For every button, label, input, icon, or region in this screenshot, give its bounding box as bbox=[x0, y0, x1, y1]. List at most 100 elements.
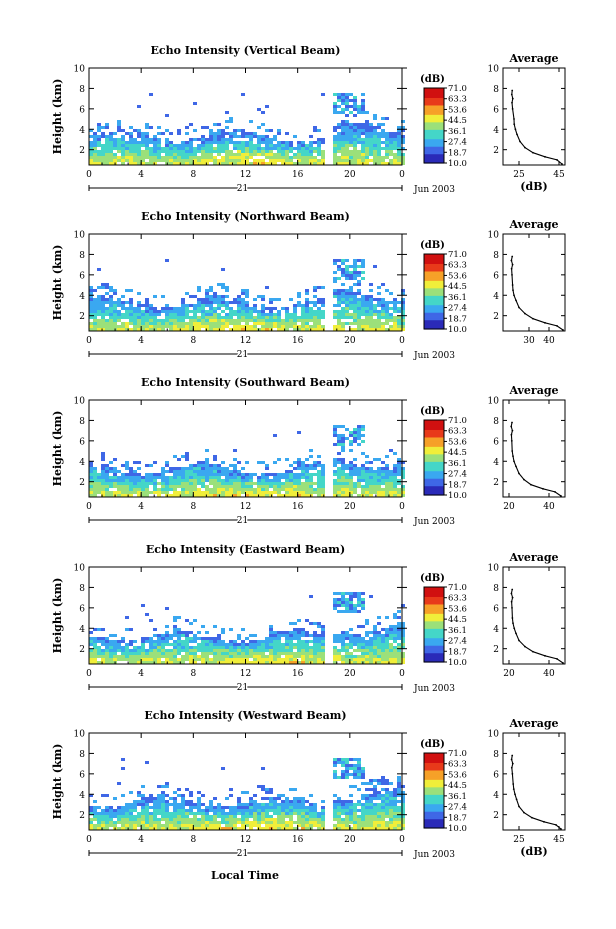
profile-y-tick-label: 2 bbox=[493, 312, 499, 322]
profile-y-tick-label: 8 bbox=[493, 85, 499, 95]
x-tick-label: 12 bbox=[240, 835, 251, 845]
profile-point bbox=[511, 754, 514, 757]
profile-frame bbox=[502, 399, 566, 498]
x-tick-label: 0 bbox=[86, 170, 92, 180]
profile-point bbox=[556, 158, 558, 161]
profile-point bbox=[515, 632, 517, 635]
profile-point bbox=[510, 758, 513, 761]
profile-y-tick-label: 2 bbox=[493, 478, 499, 488]
y-tick-label: 4 bbox=[79, 458, 85, 468]
y-tick-label: 10 bbox=[74, 231, 86, 241]
profile-line bbox=[510, 589, 564, 664]
date-label: Jun 2003 bbox=[413, 351, 455, 361]
profile-y-tick-label: 8 bbox=[493, 750, 499, 760]
x-tick-label: 0 bbox=[86, 336, 92, 346]
heatmap-cells bbox=[89, 425, 405, 497]
colorbar bbox=[424, 587, 444, 663]
profile-point bbox=[515, 798, 518, 801]
colorbar bbox=[424, 753, 444, 829]
profile-x-tick-label: 30 bbox=[523, 336, 535, 346]
y-tick-label: 2 bbox=[79, 146, 85, 156]
day-label: 21 bbox=[237, 683, 248, 693]
heatmap-cells bbox=[89, 758, 405, 830]
colorbar bbox=[424, 254, 444, 330]
profile-point bbox=[532, 317, 534, 320]
profile-point bbox=[512, 455, 514, 458]
chart-title: Echo Intensity (Northward Beam) bbox=[141, 210, 350, 223]
profile-y-tick-label: 2 bbox=[493, 645, 499, 655]
profile-point bbox=[544, 155, 546, 158]
profile-x-tick-label: 40 bbox=[543, 669, 555, 679]
y-axis-label: Height (km) bbox=[51, 744, 64, 820]
colorbar bbox=[424, 88, 444, 164]
date-label: Jun 2003 bbox=[413, 517, 455, 527]
colorbar-frame bbox=[423, 586, 445, 663]
colorbar-tick-label: 18.7 bbox=[448, 813, 467, 823]
profile-x-tick-label: 40 bbox=[543, 502, 555, 512]
profile-point bbox=[560, 495, 562, 497]
x-tick-label: 8 bbox=[190, 835, 196, 845]
x-tick-label: 0 bbox=[399, 669, 405, 679]
colorbar-tick-label: 71.0 bbox=[448, 583, 467, 593]
profile-y-tick-label: 6 bbox=[493, 271, 499, 281]
profile-frame bbox=[502, 732, 566, 831]
profile-point bbox=[510, 766, 513, 769]
heatmap-cells bbox=[89, 592, 405, 664]
colorbar-tick-label: 18.7 bbox=[448, 480, 467, 490]
colorbar-tick-label: 44.5 bbox=[448, 282, 467, 292]
colorbar-unit: (dB) bbox=[420, 406, 445, 417]
profile-y-tick-label: 4 bbox=[493, 791, 499, 801]
profile-y-tick-label: 6 bbox=[493, 604, 499, 614]
profile-frame bbox=[502, 67, 566, 166]
x-tick-label: 0 bbox=[86, 835, 92, 845]
x-tick-label: 20 bbox=[344, 835, 356, 845]
x-tick-label: 4 bbox=[138, 502, 144, 512]
day-label: 21 bbox=[237, 184, 248, 194]
colorbar-tick-label: 36.1 bbox=[448, 127, 467, 137]
profile-title: Average bbox=[508, 384, 558, 397]
colorbar-tick-label: 27.4 bbox=[448, 470, 467, 480]
profile-y-tick-label: 10 bbox=[488, 564, 500, 574]
x-tick-label: 12 bbox=[240, 669, 251, 679]
x-tick-label: 0 bbox=[399, 835, 405, 845]
profile-x-tick-label: 40 bbox=[543, 336, 555, 346]
profile-y-tick-label: 2 bbox=[493, 146, 499, 156]
profile-line bbox=[510, 256, 564, 331]
colorbar-unit: (dB) bbox=[420, 74, 445, 85]
colorbar-tick-label: 63.3 bbox=[448, 594, 467, 604]
profile-y-tick-label: 10 bbox=[488, 65, 500, 75]
profile-point bbox=[555, 823, 557, 826]
colorbar-tick-label: 53.6 bbox=[448, 604, 467, 614]
profile-point bbox=[511, 429, 514, 432]
y-tick-label: 8 bbox=[79, 251, 85, 261]
colorbar-tick-label: 71.0 bbox=[448, 250, 467, 260]
profile-x-tick-label: 45 bbox=[553, 835, 565, 845]
date-label: Jun 2003 bbox=[413, 185, 455, 195]
colorbar-frame bbox=[423, 253, 445, 330]
colorbar-tick-label: 63.3 bbox=[448, 427, 467, 437]
profile-point bbox=[510, 93, 513, 96]
y-tick-label: 2 bbox=[79, 478, 85, 488]
profile-point bbox=[511, 255, 514, 258]
profile-point bbox=[518, 306, 520, 309]
profile-point bbox=[511, 273, 513, 276]
profile-point bbox=[556, 324, 558, 327]
profile-point bbox=[518, 805, 520, 808]
profile-x-tick-label: 20 bbox=[503, 669, 515, 679]
x-tick-label: 12 bbox=[240, 336, 251, 346]
y-tick-label: 2 bbox=[79, 645, 85, 655]
colorbar-tick-label: 36.1 bbox=[448, 792, 467, 802]
profile-point bbox=[511, 263, 514, 266]
date-label: Jun 2003 bbox=[413, 850, 455, 860]
profile-point bbox=[515, 299, 517, 302]
y-tick-label: 8 bbox=[79, 417, 85, 427]
day-label: 21 bbox=[237, 350, 248, 360]
x-tick-label: 0 bbox=[86, 669, 92, 679]
profile-y-tick-label: 8 bbox=[493, 417, 499, 427]
colorbar-unit: (dB) bbox=[420, 573, 445, 584]
profile-y-tick-label: 10 bbox=[488, 231, 500, 241]
profile-point bbox=[510, 267, 513, 270]
profile-point bbox=[523, 478, 525, 481]
x-tick-label: 12 bbox=[240, 502, 251, 512]
profile-point bbox=[519, 140, 521, 143]
